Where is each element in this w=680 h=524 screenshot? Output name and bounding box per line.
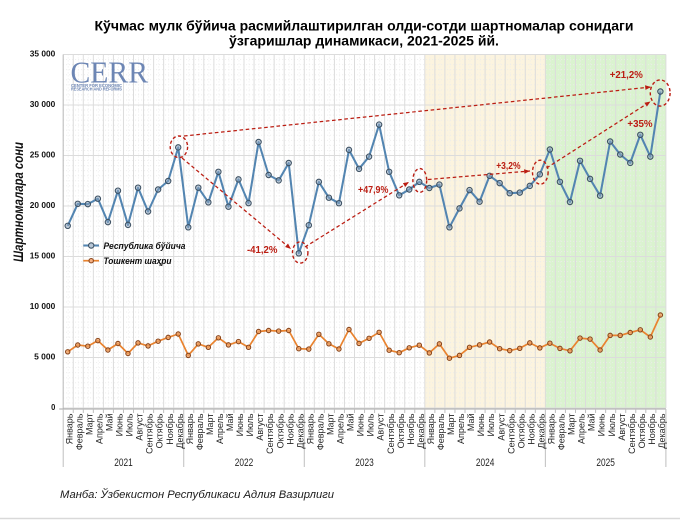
svg-text:Январь: Январь — [546, 413, 556, 444]
svg-text:25 000: 25 000 — [30, 150, 56, 160]
svg-text:Ноябрь: Ноябрь — [406, 413, 416, 445]
svg-text:Июль: Июль — [245, 413, 255, 436]
svg-text:Февраль: Февраль — [315, 413, 325, 450]
svg-text:Апрель: Апрель — [94, 413, 104, 444]
svg-text:Январь: Январь — [305, 413, 315, 444]
svg-text:Март: Март — [325, 414, 335, 436]
svg-text:Август: Август — [617, 414, 627, 441]
svg-text:Июнь: Июнь — [597, 413, 607, 436]
svg-text:2022: 2022 — [235, 457, 254, 469]
svg-text:Республика бўйича: Республика бўйича — [104, 241, 186, 252]
svg-text:Ноябрь: Ноябрь — [285, 413, 295, 445]
svg-text:Апрель: Апрель — [456, 413, 466, 444]
svg-text:Октябрь: Октябрь — [396, 413, 406, 448]
svg-text:-41,2%: -41,2% — [247, 244, 278, 256]
svg-text:+47,9%: +47,9% — [358, 184, 389, 196]
svg-text:Февраль: Февраль — [436, 413, 446, 450]
svg-text:Июнь: Июнь — [235, 413, 245, 436]
svg-text:Февраль: Февраль — [74, 413, 84, 450]
svg-text:Сентябрь: Сентябрь — [386, 413, 396, 454]
svg-text:Июль: Июль — [125, 413, 135, 436]
svg-text:Январь: Январь — [185, 413, 195, 444]
svg-text:ўзгаришлар динамикаси, 2021-20: ўзгаришлар динамикаси, 2021-2025 йй. — [229, 33, 499, 49]
svg-text:10 000: 10 000 — [30, 301, 56, 311]
svg-text:2021: 2021 — [114, 457, 133, 469]
svg-text:Август: Август — [135, 414, 145, 441]
svg-text:Манба: Ўзбекистон Республикаси: Манба: Ўзбекистон Республикаси Адлия Ваз… — [60, 488, 334, 501]
svg-text:Сентябрь: Сентябрь — [627, 413, 637, 454]
svg-text:Апрель: Апрель — [215, 413, 225, 444]
svg-text:Ноябрь: Ноябрь — [647, 413, 657, 445]
svg-text:Август: Август — [376, 414, 386, 441]
svg-text:2024: 2024 — [476, 457, 495, 469]
svg-text:Декабрь: Декабрь — [295, 413, 305, 448]
svg-text:Октябрь: Октябрь — [637, 413, 647, 448]
svg-text:Декабрь: Декабрь — [175, 413, 185, 448]
svg-text:2023: 2023 — [355, 457, 374, 469]
svg-text:Сентябрь: Сентябрь — [265, 413, 275, 454]
svg-text:Август: Август — [255, 414, 265, 441]
svg-text:Май: Май — [587, 414, 597, 432]
svg-text:Октябрь: Октябрь — [155, 413, 165, 448]
svg-text:Август: Август — [496, 414, 506, 441]
svg-text:+3,2%: +3,2% — [496, 160, 521, 172]
svg-text:Май: Май — [466, 414, 476, 432]
svg-text:2025: 2025 — [596, 457, 615, 469]
svg-text:Декабрь: Декабрь — [657, 413, 667, 448]
svg-text:Ноябрь: Ноябрь — [165, 413, 175, 445]
svg-text:CENTER FOR ECONOMIC: CENTER FOR ECONOMIC — [71, 83, 123, 88]
svg-text:30 000: 30 000 — [30, 99, 56, 109]
svg-text:Апрель: Апрель — [577, 413, 587, 444]
svg-text:Апрель: Апрель — [336, 413, 346, 444]
svg-text:+35%: +35% — [627, 118, 653, 130]
svg-text:5 000: 5 000 — [34, 352, 55, 362]
svg-text:Июль: Июль — [607, 413, 617, 436]
svg-text:Июль: Июль — [366, 413, 376, 436]
svg-text:Октябрь: Октябрь — [516, 413, 526, 448]
svg-text:Июль: Июль — [486, 413, 496, 436]
svg-text:Май: Май — [105, 414, 115, 432]
svg-text:Сентябрь: Сентябрь — [506, 413, 516, 454]
svg-text:Шартномалара сони: Шартномалара сони — [11, 141, 26, 262]
svg-text:Январь: Январь — [426, 413, 436, 444]
svg-text:15 000: 15 000 — [30, 251, 56, 261]
svg-text:Июнь: Июнь — [115, 413, 125, 436]
svg-text:Январь: Январь — [64, 413, 74, 444]
svg-text:Февраль: Февраль — [195, 413, 205, 450]
svg-text:Февраль: Февраль — [557, 413, 567, 450]
svg-text:Сентябрь: Сентябрь — [145, 413, 155, 454]
svg-text:CERR: CERR — [71, 55, 149, 90]
svg-text:Декабрь: Декабрь — [536, 413, 546, 448]
svg-text:Июнь: Июнь — [476, 413, 486, 436]
svg-text:Май: Май — [346, 414, 356, 432]
svg-text:35 000: 35 000 — [30, 49, 56, 59]
svg-text:Март: Март — [84, 414, 94, 436]
svg-text:Март: Март — [446, 414, 456, 436]
svg-text:Июнь: Июнь — [356, 413, 366, 436]
svg-text:+21,2%: +21,2% — [610, 69, 644, 81]
svg-text:0: 0 — [51, 402, 55, 412]
svg-text:Март: Март — [205, 414, 215, 436]
svg-text:Май: Май — [225, 414, 235, 432]
svg-text:20 000: 20 000 — [30, 200, 56, 210]
svg-text:Октябрь: Октябрь — [275, 413, 285, 448]
svg-text:Декабрь: Декабрь — [416, 413, 426, 448]
svg-text:Ноябрь: Ноябрь — [526, 413, 536, 445]
svg-text:RESEARCH AND REFORMS: RESEARCH AND REFORMS — [71, 87, 122, 92]
svg-text:Кўчмас мулк бўйича расмийлашти: Кўчмас мулк бўйича расмийлаштирилган олд… — [94, 18, 633, 34]
svg-text:Тошкент шаҳри: Тошкент шаҳри — [104, 256, 172, 267]
svg-text:Март: Март — [567, 414, 577, 436]
